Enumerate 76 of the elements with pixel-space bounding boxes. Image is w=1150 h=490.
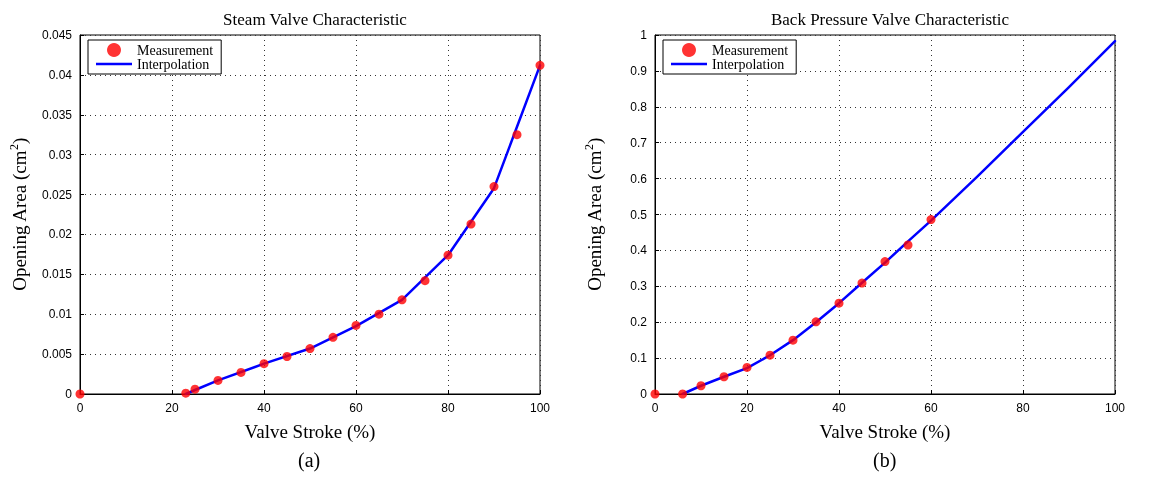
point: [834, 298, 844, 308]
point: [374, 309, 384, 319]
point: [512, 130, 522, 140]
point: [926, 215, 936, 225]
point: [765, 350, 775, 360]
x-tick-label: 100: [1104, 401, 1126, 415]
x-tick-label: 80: [1016, 401, 1030, 415]
x-tick-label: 80: [441, 401, 455, 415]
point: [880, 257, 890, 267]
legend-label: Measurement: [712, 42, 789, 58]
point: [397, 295, 407, 305]
point: [788, 335, 798, 345]
point: [857, 278, 867, 288]
point: [489, 182, 499, 192]
point: [190, 384, 200, 394]
y-tick-label: 0.6: [630, 171, 648, 186]
point: [719, 372, 729, 382]
point: [420, 276, 430, 286]
legend-label: Interpolation: [137, 56, 210, 72]
y-axis-title: Opening Area (cm2): [7, 137, 31, 291]
chart-title: Steam Valve Characteristic: [223, 10, 408, 29]
y-tick-label: 0: [640, 387, 648, 401]
y-axis-title: Opening Area (cm2): [582, 137, 606, 291]
point: [696, 381, 706, 391]
point: [328, 332, 338, 342]
y-tick-label: 0.025: [41, 187, 73, 202]
y-tick-label: 0.3: [630, 279, 648, 294]
text: (a): [298, 449, 321, 472]
y-tick-label: 0.035: [41, 107, 73, 122]
point: [305, 344, 315, 354]
y-tick-label: 0.015: [41, 267, 73, 282]
point: [236, 367, 246, 377]
y-tick-label: 1: [640, 28, 648, 42]
legend-label: Measurement: [137, 42, 214, 58]
y-tick-label: 0.1: [630, 351, 648, 366]
point: [443, 250, 453, 260]
point: [650, 389, 660, 399]
point: [742, 362, 752, 372]
x-tick-label: 20: [740, 401, 754, 415]
point: [282, 352, 292, 361]
y-tick-label: 0: [65, 387, 73, 401]
y-tick-label: 0.9: [630, 63, 648, 78]
y-tick-label: 0.7: [630, 135, 648, 150]
y-tick-label: 0.005: [41, 347, 73, 362]
y-tick-label: 0.03: [48, 147, 73, 162]
point: [75, 389, 85, 399]
y-tick-label: 0.04: [48, 67, 73, 82]
legend-label: Interpolation: [712, 56, 785, 72]
y-tick-label: 0.01: [48, 307, 73, 322]
point: [466, 219, 476, 229]
x-tick-label: 100: [529, 401, 551, 415]
point: [678, 389, 688, 399]
x-tick-label: 40: [832, 401, 846, 415]
y-tick-label: 0.4: [630, 243, 648, 258]
x-tick-label: 20: [165, 401, 179, 415]
x-tick-label: 40: [257, 401, 271, 415]
x-tick-label: 60: [924, 401, 938, 415]
point: [903, 240, 913, 250]
point: [181, 388, 191, 398]
point: [259, 359, 269, 369]
chart-title: Back Pressure Valve Characteristic: [770, 10, 1010, 29]
text: (b): [873, 449, 897, 472]
y-tick-label: 0.02: [48, 227, 73, 242]
x-tick-label: 60: [349, 401, 363, 415]
point: [213, 375, 223, 385]
point: [535, 60, 545, 70]
y-tick-label: 0.045: [41, 28, 73, 42]
x-axis-title: Valve Stroke (%): [244, 421, 376, 443]
x-tick-label: 0: [76, 401, 84, 415]
x-tick-label: 0: [651, 401, 659, 415]
x-axis-title: Valve Stroke (%): [819, 421, 951, 443]
point: [811, 317, 821, 327]
y-tick-label: 0.5: [630, 207, 648, 222]
y-tick-label: 0.8: [630, 99, 648, 114]
point: [351, 320, 361, 330]
y-tick-label: 0.2: [630, 315, 648, 330]
